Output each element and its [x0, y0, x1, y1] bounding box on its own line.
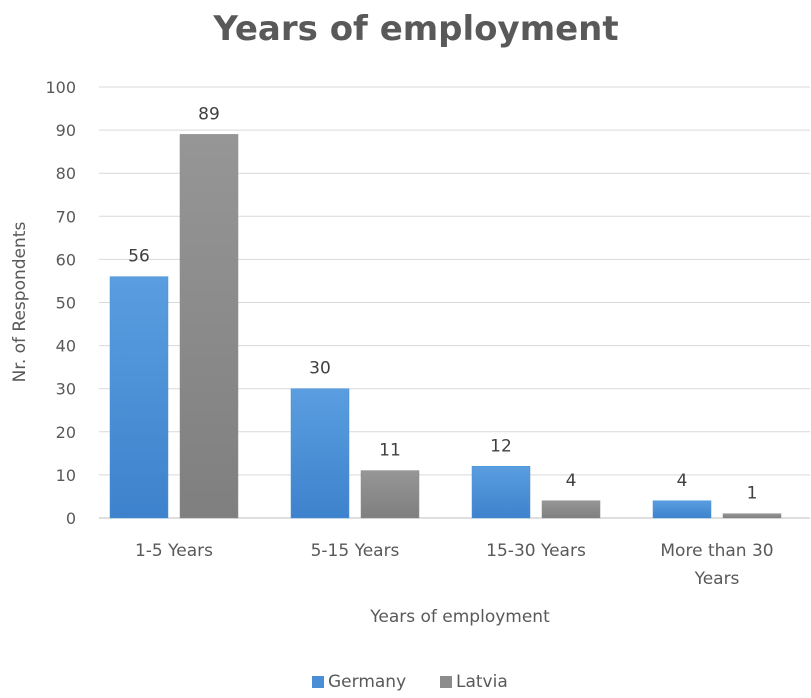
y-tick-label: 80 [56, 164, 76, 183]
y-axis-tick-labels: 0 10 20 30 40 50 60 70 80 90 100 [45, 78, 76, 528]
bar-germany-2 [471, 466, 531, 519]
data-label: 56 [128, 247, 150, 267]
data-label: 4 [677, 471, 688, 491]
bars [109, 134, 782, 519]
x-axis-category-labels: 1-5 Years 5-15 Years 15-30 Years More than … [135, 541, 774, 589]
y-tick-label: 20 [56, 423, 76, 442]
bar-latvia-3 [722, 513, 782, 519]
y-tick-label: 40 [56, 337, 76, 356]
bar-germany-1 [290, 388, 350, 519]
y-tick-label: 0 [66, 509, 76, 528]
x-category-label: Years [694, 569, 740, 589]
data-label: 1 [747, 484, 758, 504]
y-tick-label: 60 [56, 250, 76, 269]
x-axis-title: Years of employment [369, 607, 550, 627]
x-category-label: 15-30 Years [486, 541, 586, 561]
data-label: 4 [566, 471, 577, 491]
legend-label-germany: Germany [328, 672, 406, 692]
y-axis-title: Nr. of Respondents [10, 222, 30, 383]
data-label: 30 [309, 359, 331, 379]
y-tick-label: 10 [56, 466, 76, 485]
data-labels: 56 89 30 11 12 4 4 1 [128, 104, 757, 503]
data-label: 89 [198, 104, 220, 124]
bar-latvia-2 [541, 500, 601, 519]
y-tick-label: 90 [56, 121, 76, 140]
bar-latvia-0 [179, 134, 239, 519]
x-category-label: 1-5 Years [135, 541, 213, 561]
bar-germany-3 [652, 500, 712, 519]
data-label: 11 [379, 441, 401, 461]
y-tick-label: 70 [56, 207, 76, 226]
bar-germany-0 [109, 276, 169, 519]
x-category-label: 5-15 Years [311, 541, 400, 561]
chart-title: Years of employment [212, 9, 618, 49]
y-tick-label: 100 [45, 78, 76, 97]
y-tick-label: 30 [56, 380, 76, 399]
data-label: 12 [490, 436, 512, 456]
bar-latvia-1 [360, 470, 420, 519]
legend-swatch-latvia [440, 676, 452, 688]
legend: Germany Latvia [312, 672, 508, 692]
legend-label-latvia: Latvia [456, 672, 508, 692]
x-category-label: More than 30 [660, 541, 773, 561]
legend-swatch-germany [312, 676, 324, 688]
y-tick-label: 50 [56, 294, 76, 313]
